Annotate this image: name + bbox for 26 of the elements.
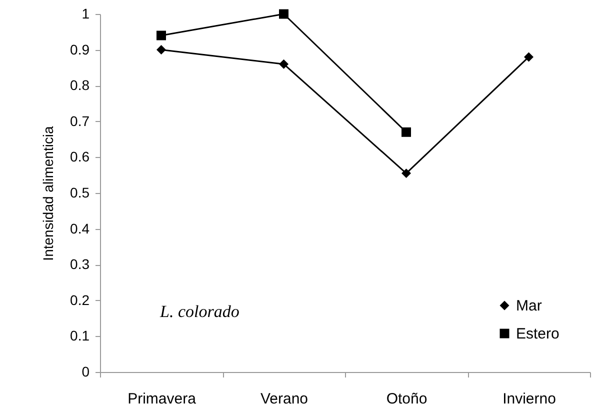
y-tick-label: 0.5 (70, 184, 90, 200)
point (156, 45, 166, 55)
point (279, 59, 288, 69)
legend-label: Mar (516, 298, 542, 314)
point (402, 127, 411, 137)
y-tick-label: 0.1 (70, 328, 90, 344)
annotation: L. colorado (159, 302, 240, 321)
y-tick-label: 0.4 (70, 220, 90, 236)
point (279, 9, 288, 19)
y-tick-label: 0.3 (70, 256, 90, 272)
x-tick-label: Otoño (386, 390, 428, 408)
x-tick-label: Primavera (128, 390, 197, 408)
y-tick-label: 0.6 (70, 148, 90, 165)
point (524, 52, 534, 62)
y-tick-label: 0.7 (70, 112, 90, 129)
y-tick-label: 0.2 (70, 292, 90, 308)
legend-label: Estero (516, 326, 560, 342)
x-tick-label: Invierno (502, 390, 556, 408)
y-tick-label: 1 (82, 6, 90, 22)
y-tick-label: 0.9 (70, 41, 90, 58)
point (402, 168, 411, 178)
point (156, 30, 166, 40)
y-tick-label: 0.8 (70, 77, 90, 94)
x-tick-label: Verano (260, 390, 308, 408)
y-axis-title: Intensidad alimenticia (40, 126, 56, 261)
y-tick-label: 0 (82, 364, 90, 380)
